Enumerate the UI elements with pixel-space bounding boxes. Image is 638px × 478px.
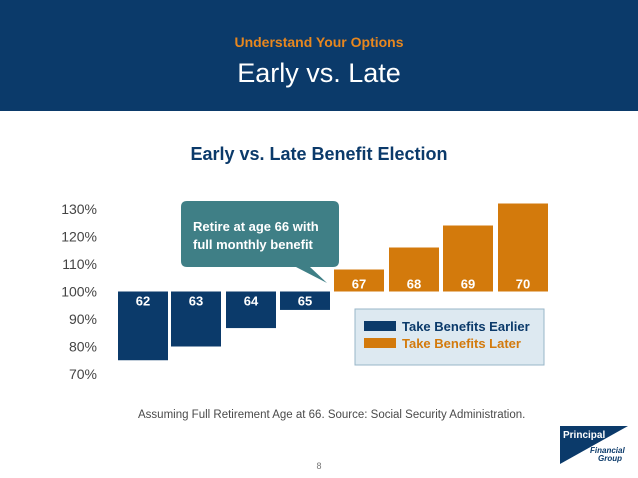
footnote: Assuming Full Retirement Age at 66. Sour… [138,409,526,421]
page-number: 8 [316,461,322,471]
legend-label-earlier: Take Benefits Earlier [402,319,530,334]
y-tick-label: 130% [61,201,97,217]
bar-age-70 [498,203,548,292]
benefit-chart: 70% 80% 90% 100% 110% 120% 130% 62 63 64 65 67 68 69 7… [61,201,548,382]
bar-age-69 [443,225,493,292]
y-tick-label: 80% [69,339,97,355]
legend-box [354,308,545,366]
bar-label-age-65: 65 [298,294,312,309]
logo-text-financial: Financial [590,446,625,455]
legend-label-later: Take Benefits Later [402,336,521,351]
bar-age-62 [118,291,168,361]
header-banner: Understand Your Options Early vs. Late [0,0,638,111]
y-tick-label: 120% [61,229,97,245]
logo-text-principal: Principal [563,430,605,441]
y-tick-label: 70% [69,366,97,382]
bar-age-67 [334,269,384,292]
bar-label-age-67: 67 [352,277,366,292]
y-tick-label: 90% [69,311,97,327]
y-tick-label: 100% [61,284,97,300]
bar-label-age-68: 68 [407,277,421,292]
legend-swatch-earlier [364,321,396,331]
chart-title: Early vs. Late Benefit Election [190,144,448,164]
bar-age-65 [280,291,330,310]
y-tick-label: 110% [62,256,97,272]
header-subtitle: Understand Your Options [234,34,404,50]
bar-label-age-69: 69 [461,277,475,292]
slide-title: Early vs. Late [237,58,401,88]
legend-swatch-later [364,338,396,348]
callout-text-line-2: full monthly benefit [193,237,314,252]
bar-age-64 [226,291,276,329]
bar-age-63 [171,291,221,347]
bar-age-68 [389,247,439,292]
callout-text-line-1: Retire at age 66 with [193,219,319,234]
bar-label-age-64: 64 [244,294,259,309]
callout-bubble [181,201,339,283]
bar-label-age-63: 63 [189,294,203,309]
principal-financial-group-logo: Principal Financial Group [560,426,628,464]
bar-label-age-70: 70 [516,277,530,292]
bar-label-age-62: 62 [136,294,150,309]
logo-text-group: Group [598,454,622,463]
